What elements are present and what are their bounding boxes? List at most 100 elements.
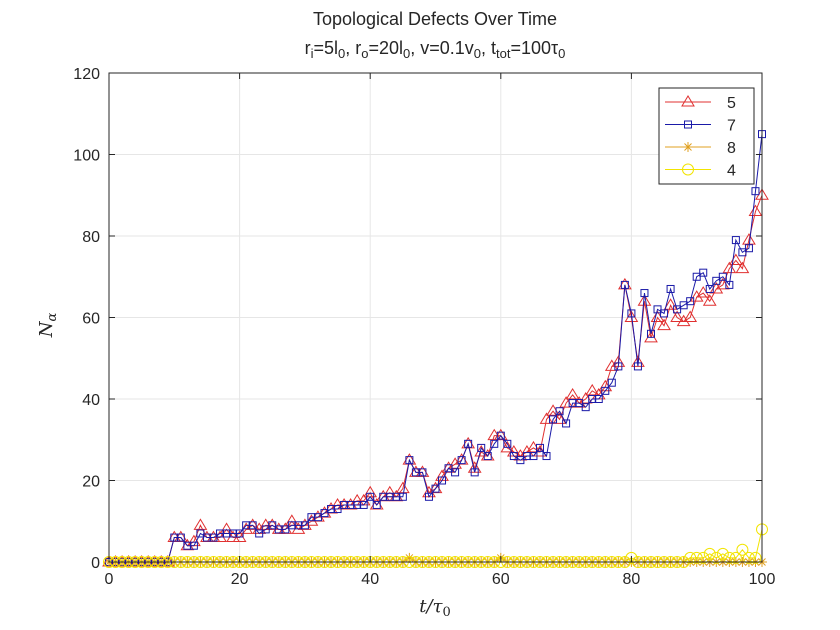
data-point [490,439,499,448]
data-point [716,547,729,560]
data-point [657,318,671,331]
data-point [705,284,714,293]
data-point [627,309,636,318]
data-point [438,476,447,485]
data-point [509,452,518,461]
data-point [398,492,407,501]
x-tick-label: 20 [231,571,249,588]
data-point [235,529,244,538]
data-point [699,268,708,277]
data-point [614,362,623,371]
data-point [681,95,695,107]
data-point [562,419,571,428]
legend-item-5: 5 [665,95,736,112]
y-tick-label: 60 [82,311,100,328]
data-point [637,294,652,306]
y-tick-label: 40 [82,392,100,409]
data-point [712,276,721,285]
data-point [653,305,662,314]
x-tick-label: 100 [749,571,776,588]
data-point [676,314,691,327]
data-point [565,387,580,400]
data-point [660,309,669,318]
data-point [679,301,688,310]
data-point [255,529,264,538]
data-point [718,272,727,281]
legend-label: 7 [727,118,736,135]
data-point [444,464,453,473]
data-point [404,552,415,563]
x-tick-label: 80 [623,571,641,588]
data-point [703,547,716,560]
data-point [261,525,270,534]
data-point [395,481,410,494]
data-point [464,439,473,448]
data-point [633,362,642,371]
data-point [248,521,257,530]
data-point [742,551,755,564]
data-point [640,289,649,298]
data-point [690,551,703,564]
y-tick-label: 20 [82,474,100,491]
data-point [516,456,525,465]
data-point [684,551,697,564]
data-point [749,551,762,564]
legend-label: 8 [727,140,736,157]
data-point [176,533,185,542]
data-point [702,294,717,306]
y-tick-label: 80 [82,229,100,246]
data-point [686,297,695,306]
data-point [710,551,723,564]
data-point [670,310,684,322]
data-point [451,468,460,477]
legend-item-7: 7 [665,118,736,135]
data-point [193,518,208,530]
data-point [723,551,736,564]
data-point [729,551,742,564]
data-point [313,513,322,522]
data-point [189,541,198,550]
data-point [575,399,584,408]
data-point [663,298,678,310]
legend-item-4: 4 [665,163,736,180]
chart-subtitle: ri=5l0, ro=20l0, v=0.1v0, ttot=100τ0 [305,38,566,61]
x-tick-label: 0 [105,571,114,588]
data-point [496,431,505,440]
data-point [424,492,433,501]
chart-title: Topological Defects Over Time [313,9,557,29]
data-point [320,509,329,518]
data-point [689,290,704,302]
x-axis-label: t/τ0 [419,596,451,620]
legend-box [658,87,755,185]
data-point [470,468,479,477]
data-point [457,456,466,465]
legend-item-8: 8 [665,140,736,157]
x-tick-label: 60 [492,571,510,588]
data-point [535,443,544,452]
data-point [646,329,655,338]
data-point [300,521,309,530]
data-point [431,484,440,493]
data-point [738,248,747,257]
data-point [620,280,629,289]
data-point [682,163,694,176]
data-point [683,310,698,322]
series-line [109,134,763,563]
y-axis-label: Nα [36,313,60,339]
data-point [673,305,682,314]
x-tick-label: 40 [361,571,379,588]
data-point [697,551,710,564]
data-point [542,452,551,461]
data-point [405,456,414,465]
data-point [683,142,693,152]
data-point [725,280,734,289]
data-point [625,551,638,564]
data-point [594,395,603,403]
data-point [549,415,558,424]
data-point [735,261,750,274]
y-tick-label: 100 [73,148,100,165]
data-point [736,543,749,556]
data-point [333,505,342,514]
